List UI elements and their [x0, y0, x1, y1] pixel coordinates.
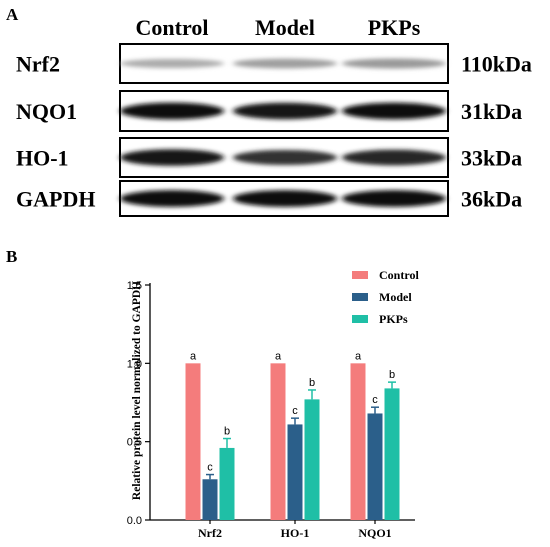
- y-tick-label: 0.0: [127, 515, 142, 527]
- bar-ho-1-model: [287, 424, 303, 520]
- bar-nqo1-model: [367, 413, 383, 520]
- blot-band-ho-1-model: [233, 149, 337, 166]
- y-tick-label: 0.5: [127, 437, 142, 449]
- legend-label-control: Control: [379, 268, 419, 282]
- legend-swatch-pkps: [352, 315, 368, 323]
- panel-b-label: B: [6, 247, 17, 266]
- blot-protein-nrf2: Nrf2: [16, 52, 60, 77]
- bar-nrf2-model: [202, 479, 218, 520]
- blot-column-control: Control: [136, 15, 209, 40]
- blot-band-gapdh-control: [120, 190, 224, 207]
- significance-letter-nrf2-control: a: [190, 350, 197, 362]
- x-tick-label-nrf2: Nrf2: [198, 526, 222, 540]
- bar-ho-1-pkps: [304, 399, 320, 520]
- bar-nqo1-pkps: [384, 388, 400, 520]
- blot-weight-nqo1: 31kDa: [461, 99, 522, 124]
- significance-letter-nqo1-model: c: [372, 394, 378, 406]
- significance-letter-nrf2-pkps: b: [224, 426, 230, 438]
- blot-band-ho-1-pkps: [342, 149, 446, 166]
- significance-letter-ho-1-model: c: [292, 405, 298, 417]
- blot-protein-nqo1: NQO1: [16, 99, 77, 124]
- blot-weight-nrf2: 110kDa: [461, 52, 532, 77]
- blot-band-gapdh-pkps: [342, 190, 446, 207]
- blot-band-nrf2-model: [233, 58, 337, 69]
- blot-band-nqo1-model: [233, 102, 337, 120]
- bar-nrf2-pkps: [219, 447, 235, 520]
- bar-nqo1-control: [350, 363, 366, 520]
- blot-weight-gapdh: 36kDa: [461, 187, 522, 212]
- blot-column-pkps: PKPs: [368, 15, 421, 40]
- panel-a-label: A: [6, 5, 19, 24]
- legend-label-model: Model: [379, 290, 412, 304]
- blot-band-nqo1-control: [120, 102, 224, 120]
- bar-ho-1-control: [270, 363, 286, 520]
- significance-letter-nqo1-control: a: [355, 350, 362, 362]
- blot-band-nqo1-pkps: [342, 102, 446, 120]
- legend-swatch-model: [352, 293, 368, 301]
- x-tick-label-nqo1: NQO1: [358, 526, 391, 540]
- blot-column-model: Model: [255, 15, 315, 40]
- blot-band-gapdh-model: [233, 190, 337, 207]
- blot-protein-gapdh: GAPDH: [16, 187, 95, 212]
- significance-letter-nrf2-model: c: [207, 462, 213, 474]
- legend-label-pkps: PKPs: [379, 312, 408, 326]
- x-tick-label-ho-1: HO-1: [281, 526, 310, 540]
- significance-letter-ho-1-pkps: b: [309, 377, 315, 389]
- bar-nrf2-control: [185, 363, 201, 520]
- western-blot: Control Model PKPs Nrf2 110kDa NQO1 31kDa HO-1 3…: [16, 15, 532, 217]
- y-axis-label: Relative protein level normalized to GAP…: [131, 281, 143, 500]
- significance-letter-nqo1-pkps: b: [389, 369, 395, 381]
- blot-band-ho-1-control: [120, 149, 224, 166]
- blot-band-nrf2-pkps: [342, 58, 446, 69]
- legend-swatch-control: [352, 271, 368, 279]
- significance-letter-ho-1-control: a: [275, 350, 282, 362]
- y-tick-label: 1.5: [127, 280, 142, 292]
- blot-protein-ho-1: HO-1: [16, 146, 69, 171]
- blot-weight-ho-1: 33kDa: [461, 146, 522, 171]
- blot-band-nrf2-control: [120, 58, 224, 69]
- y-tick-label: 1.0: [127, 358, 142, 370]
